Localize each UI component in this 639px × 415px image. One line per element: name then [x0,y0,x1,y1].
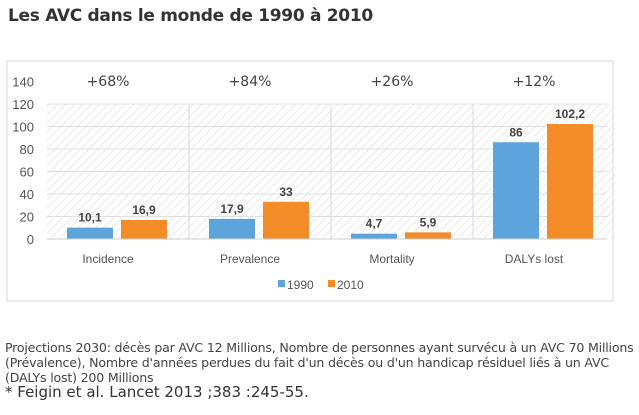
projection-notes: Projections 2030: décès par AVC 12 Milli… [5,340,634,385]
legend-label: 1990 [287,278,314,292]
y-tick-label: 100 [12,120,34,135]
data-label: 86 [509,125,523,139]
data-label: 4,7 [366,217,383,231]
data-label: 17,9 [220,202,244,216]
y-tick-label: 80 [20,142,34,157]
page-title: Les AVC dans le monde de 1990 à 2010 [8,6,373,26]
y-tick-label: 120 [12,97,34,112]
change-annotation: +12% [513,74,556,90]
bar-1990 [351,233,397,239]
legend-label: 2010 [337,278,364,292]
bar-2010 [121,219,167,239]
y-tick-label: 60 [20,165,34,180]
category-label: Mortality [369,252,414,266]
change-annotation: +84% [229,74,272,90]
data-label: 5,9 [420,215,437,229]
data-label: 33 [279,185,293,199]
category-label: Incidence [82,252,134,266]
bar-2010 [405,232,451,239]
data-label: 16,9 [132,203,156,217]
change-annotation: +26% [371,74,414,90]
category-label: Prevalence [220,252,280,266]
legend-swatch-2010 [328,280,335,287]
citation: * Feigin et al. Lancet 2013 ;383 :245-55… [5,383,309,401]
bar-1990 [493,142,539,239]
category-label: DALYs lost [505,252,564,266]
bar-chart: 0 20 40 60 80 100 120 140 +68% Incidence 10,1 16,9 +… [6,60,615,302]
y-tick-label: 140 [12,75,34,90]
bar-2010 [547,124,593,239]
data-label: 102,2 [555,107,585,121]
y-tick-label: 0 [27,232,34,247]
bar-1990 [67,227,113,239]
y-tick-label: 20 [20,210,34,225]
legend-swatch-1990 [278,280,285,287]
bar-2010 [263,201,309,239]
data-label: 10,1 [78,211,102,225]
y-tick-label: 40 [20,187,34,202]
change-annotation: +68% [87,74,130,90]
bar-1990 [209,218,255,239]
